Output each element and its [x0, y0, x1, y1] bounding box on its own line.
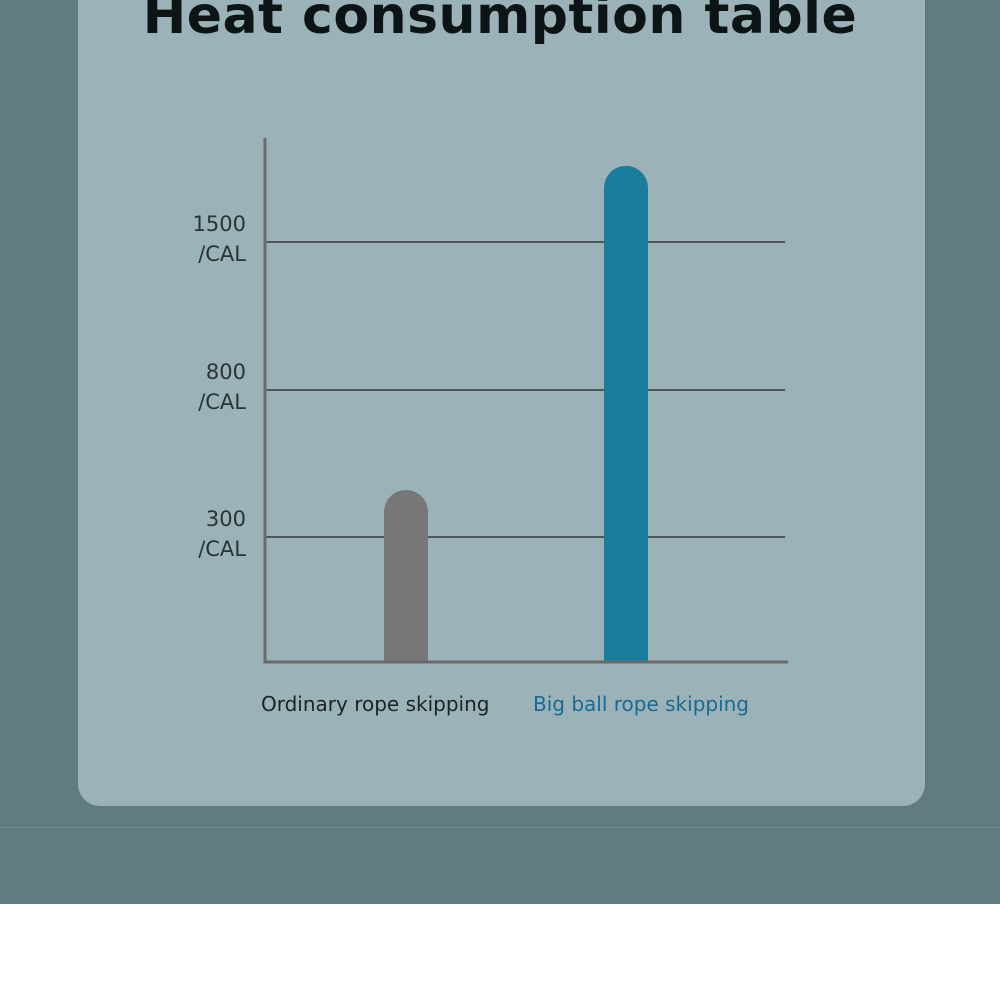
y-tick-value: 1500 [192, 212, 246, 236]
y-tick-value: 300 [205, 507, 246, 531]
y-tick-value: 800 [205, 360, 246, 384]
chart-card [78, 0, 925, 806]
y-tick-label-800: 800 /CAL [136, 357, 246, 417]
y-tick-unit: /CAL [198, 390, 246, 414]
bar-big-ball-rope-skipping [604, 165, 648, 661]
outer-divider [0, 827, 1000, 828]
x-category-label-big-ball: Big ball rope skipping [533, 692, 750, 716]
y-tick-label-1500: 1500 /CAL [136, 209, 246, 269]
y-tick-label-300: 300 /CAL [136, 504, 246, 564]
chart-title: Heat consumption table [142, 0, 858, 46]
x-category-label-ordinary: Ordinary rope skipping [261, 692, 490, 716]
y-tick-unit: /CAL [198, 242, 246, 266]
bar-ordinary-rope-skipping [384, 489, 428, 661]
y-tick-unit: /CAL [198, 537, 246, 561]
